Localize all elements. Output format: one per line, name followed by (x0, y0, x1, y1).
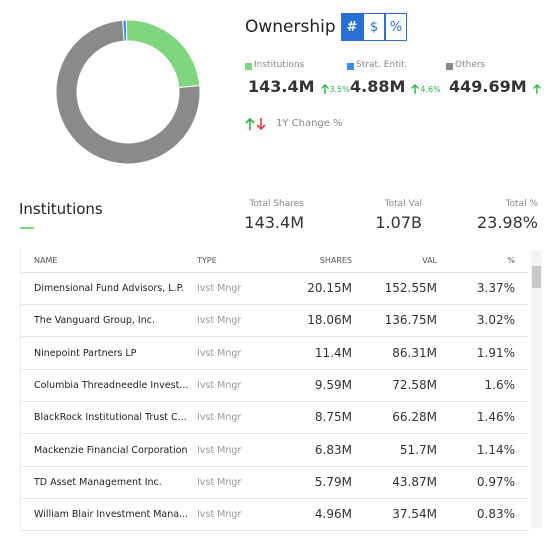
cell-value: 3.02% (476, 313, 515, 328)
cell-value: 152.55M (384, 281, 437, 295)
scrollbar (531, 250, 542, 528)
change-value: 4.6% (420, 85, 441, 94)
column-header: SHARES (319, 256, 352, 265)
holder-name[interactable]: The Vanguard Group, Inc. (34, 315, 155, 327)
row-line (21, 336, 529, 338)
legend-label: Strat. Entit. (356, 60, 408, 70)
holder-type: Ivst Mngr (197, 347, 242, 359)
ownership-value: 143.4M (248, 77, 315, 96)
legend-swatch (347, 63, 354, 70)
column-header: NAME (34, 256, 58, 265)
change-arrow (532, 84, 541, 94)
toggle-button[interactable]: $ (363, 13, 385, 41)
cell-value: 72.58M (392, 377, 437, 392)
cell-value: 5.79M (314, 474, 352, 489)
summary-value: 1.07B (375, 213, 422, 232)
cell-value: 1.6% (484, 377, 516, 392)
holder-type: Ivst Mngr (197, 476, 242, 488)
donut-slice (125, 19, 201, 89)
cell-value: 66.28M (392, 410, 437, 425)
holder-name[interactable]: TD Asset Management Inc. (34, 476, 162, 488)
holder-name[interactable]: Columbia Threadneedle Invest... (34, 379, 189, 391)
summary-label: Total % (505, 199, 538, 209)
legend-label: Institutions (254, 60, 305, 70)
holder-name[interactable]: Mackenzie Financial Corporation (34, 444, 188, 456)
cell-value: 11.4M (314, 345, 352, 360)
holder-name[interactable]: Dimensional Fund Advisors, L.P. (34, 283, 184, 294)
section-title: Institutions (19, 200, 103, 218)
cell-value: 136.75M (384, 313, 437, 328)
holder-name[interactable]: Ninepoint Partners LP (34, 347, 137, 359)
toggle-button[interactable]: % (385, 13, 407, 41)
row-line (21, 400, 529, 402)
cell-value: 18.06M (307, 313, 352, 328)
legend-swatch (245, 63, 252, 70)
change-arrow (411, 84, 420, 94)
change-legend: 1Y Change % (276, 118, 343, 129)
scroll-thumb[interactable] (532, 266, 541, 288)
summary-label: Total Shares (249, 199, 304, 209)
column-header: TYPE (197, 256, 217, 265)
holder-type: Ivst Mngr (197, 444, 242, 456)
cell-value: 3.37% (476, 281, 515, 295)
cell-value: 0.83% (476, 507, 515, 522)
summary-value: 23.98% (476, 213, 538, 232)
change-value: 3.5% (329, 85, 350, 94)
row-line (21, 465, 529, 467)
column-header: % (507, 256, 515, 265)
column-header: VAL (422, 256, 437, 265)
row-line (21, 304, 529, 305)
cell-value: 51.7M (399, 442, 437, 457)
holder-type: Ivst Mngr (197, 315, 242, 327)
toggle-button[interactable]: # (341, 13, 363, 41)
donut-slice (55, 19, 201, 165)
row-line (21, 497, 529, 499)
summary-label: Total Val (384, 199, 422, 209)
cell-value: 4.96M (314, 507, 352, 522)
holder-name[interactable]: BlackRock Institutional Trust C... (34, 412, 187, 424)
change-arrow (320, 84, 329, 94)
header-line (21, 272, 529, 273)
holder-type: Ivst Mngr (197, 509, 242, 521)
row-line (21, 368, 529, 370)
holder-name[interactable]: William Blair Investment Mana... (34, 509, 189, 521)
cell-value: 0.97% (476, 474, 515, 489)
cell-value: 37.54M (392, 507, 437, 522)
cell-value: 86.31M (392, 345, 437, 360)
cell-value: 9.59M (314, 377, 352, 392)
title-underline (20, 227, 34, 229)
cell-value: 6.83M (314, 442, 352, 457)
cell-value: 8.75M (314, 410, 352, 425)
cell-value: 20.15M (307, 281, 352, 295)
cell-value: 43.87M (392, 474, 437, 489)
ownership-value: 449.69M (449, 77, 527, 96)
holder-type: Ivst Mngr (197, 379, 242, 391)
ownership-title: Ownership (245, 17, 336, 37)
legend-swatch (446, 63, 453, 70)
ownership-value: 4.88M (350, 77, 406, 96)
row-line (21, 433, 529, 435)
cell-value: 1.14% (476, 442, 515, 457)
row-line (21, 530, 529, 532)
change-icon (245, 117, 266, 131)
holder-type: Ivst Mngr (197, 412, 242, 424)
summary-value: 143.4M (244, 213, 304, 232)
holder-type: Ivst Mngr (197, 283, 242, 294)
table: NAME TYPE SHARES VAL% Dimensional Fund Advis… (20, 248, 529, 532)
legend-label: Others (455, 60, 486, 70)
cell-value: 1.91% (476, 345, 515, 360)
cell-value: 1.46% (476, 410, 515, 425)
